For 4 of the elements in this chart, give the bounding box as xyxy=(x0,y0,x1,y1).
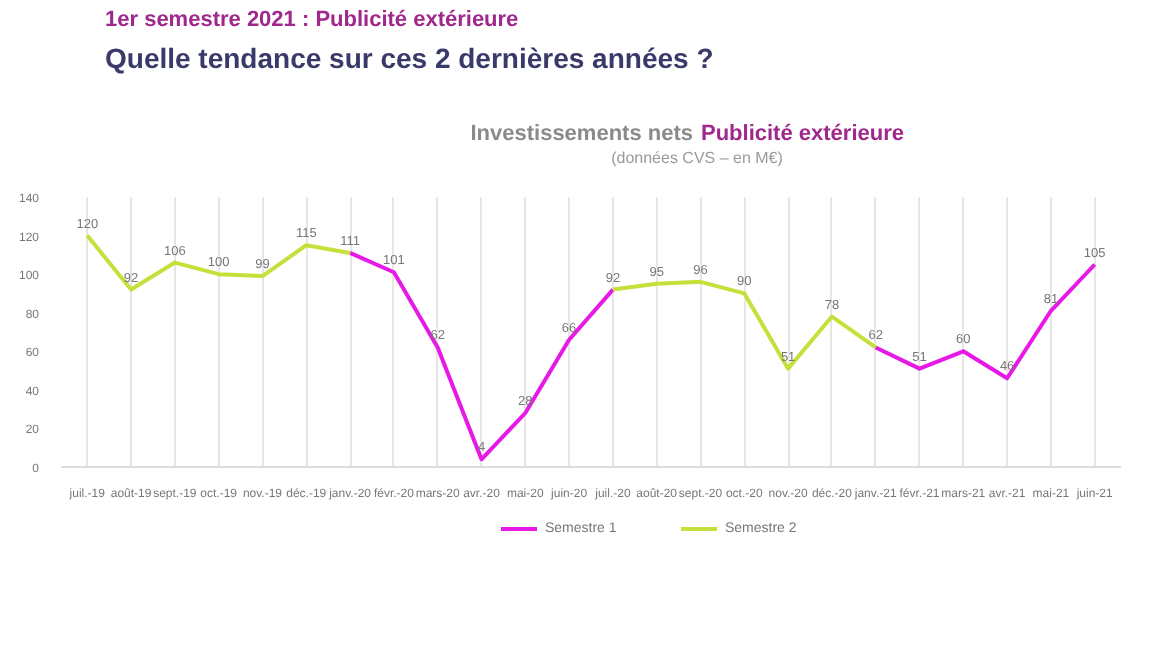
text: 1er semestre 2021 : Publicité extérieure xyxy=(105,7,519,32)
chart-subtitle: (données CVS – en M€) xyxy=(611,149,784,168)
chart-title: Investissements nets Publicité extérieure xyxy=(470,121,904,146)
source-note: Quelle tendance sur ces 2 dernières années ? xyxy=(105,41,714,74)
